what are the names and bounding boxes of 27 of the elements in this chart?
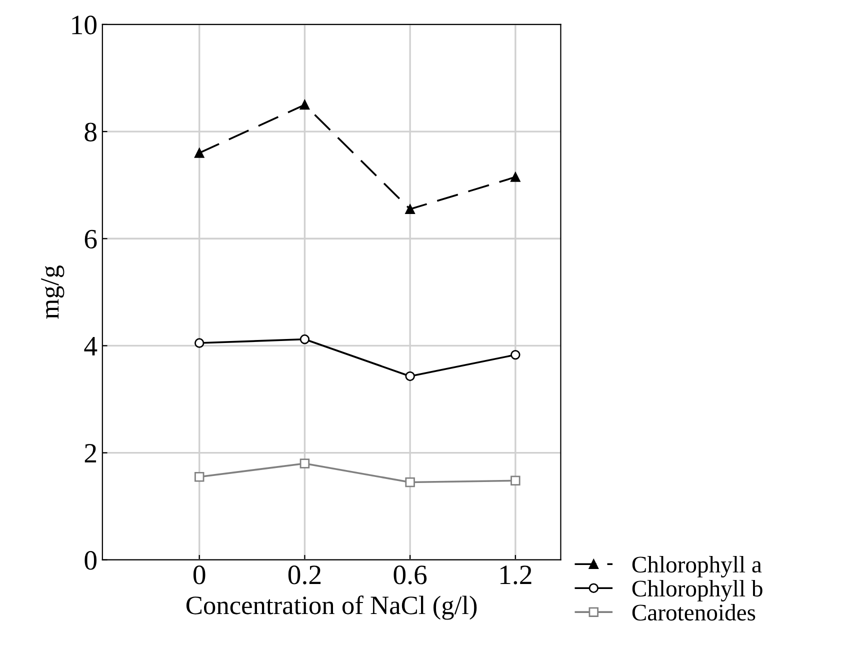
- point: [194, 338, 204, 348]
- point: [194, 148, 204, 158]
- legend-label: Carotenoides: [632, 604, 756, 621]
- point: [300, 458, 310, 468]
- y-tick-label: 0: [84, 551, 97, 570]
- y-tick-label: 2: [84, 444, 96, 462]
- point: [300, 100, 310, 110]
- point: [194, 472, 204, 482]
- x-tick-label: 0: [193, 566, 206, 584]
- legend-label: Chlorophyll a: [632, 556, 762, 578]
- x-axis-title: Concentration of NaCl (g/l): [186, 595, 477, 620]
- y-axis-title: mg/g: [41, 266, 64, 319]
- point: [510, 172, 520, 182]
- y-tick-label: 4: [84, 337, 98, 356]
- point: [510, 476, 520, 486]
- point: [405, 204, 415, 214]
- x-tick-label: 1.2: [500, 566, 532, 584]
- y-tick-label: 10: [72, 16, 97, 34]
- legend-label: Chlorophyll b: [632, 580, 762, 602]
- y-tick-label: 8: [84, 122, 97, 142]
- point: [510, 350, 520, 360]
- point: [405, 371, 415, 382]
- x-tick-label: 0.2: [288, 566, 321, 584]
- point: [405, 477, 415, 488]
- point: [300, 334, 310, 344]
- y-tick-label: 6: [84, 230, 97, 249]
- x-tick-label: 0.6: [394, 566, 427, 584]
